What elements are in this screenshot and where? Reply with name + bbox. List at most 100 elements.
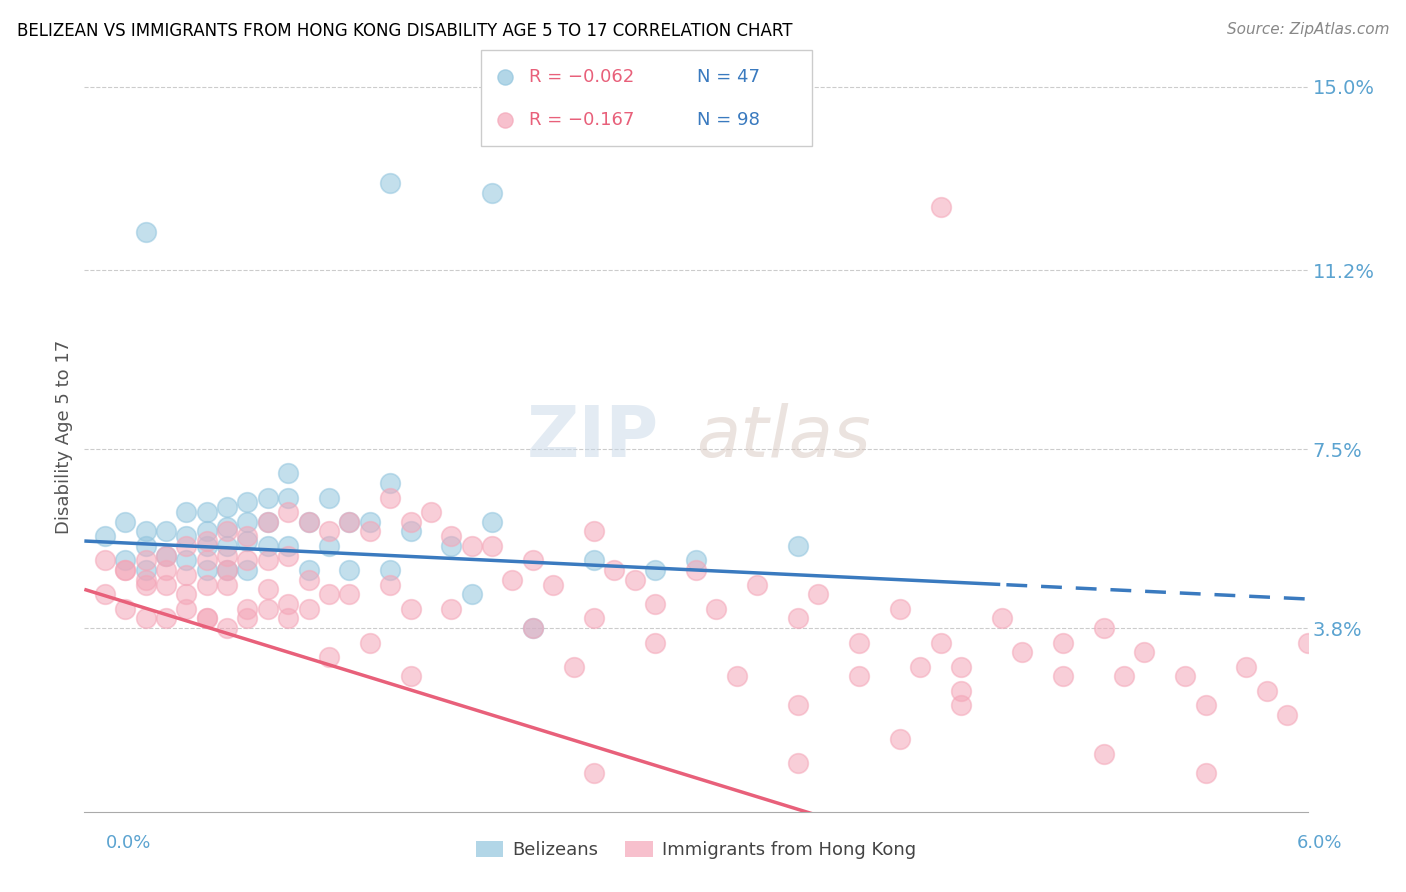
Point	[494, 112, 516, 127]
Point	[787, 611, 810, 625]
Point	[583, 553, 606, 567]
Point	[787, 756, 810, 771]
Legend: Belizeans, Immigrants from Hong Kong: Belizeans, Immigrants from Hong Kong	[470, 834, 922, 866]
Point	[1195, 698, 1218, 713]
Point	[522, 621, 544, 635]
Point	[135, 539, 157, 553]
Point	[706, 601, 728, 615]
Point	[135, 553, 157, 567]
Point	[318, 524, 340, 539]
Point	[195, 534, 218, 549]
Y-axis label: Disability Age 5 to 17: Disability Age 5 to 17	[55, 340, 73, 534]
Point	[217, 524, 239, 539]
Point	[848, 635, 870, 649]
Text: 0.0%: 0.0%	[105, 834, 150, 852]
Point	[502, 573, 524, 587]
Point	[603, 563, 626, 577]
Point	[135, 577, 157, 591]
Point	[176, 587, 198, 601]
Point	[135, 563, 157, 577]
Point	[494, 70, 516, 84]
Point	[236, 515, 259, 529]
Point	[522, 621, 544, 635]
Point	[420, 505, 443, 519]
Point	[747, 577, 769, 591]
Point	[217, 563, 239, 577]
Point	[461, 587, 484, 601]
Point	[1174, 669, 1197, 683]
Point	[176, 601, 198, 615]
Point	[114, 563, 136, 577]
Text: N = 47: N = 47	[697, 68, 761, 86]
Point	[1011, 645, 1033, 659]
Point	[1092, 621, 1115, 635]
Point	[277, 505, 299, 519]
Point	[624, 573, 647, 587]
Point	[298, 515, 321, 529]
Point	[339, 587, 361, 601]
Point	[155, 549, 177, 563]
Point	[236, 563, 259, 577]
Point	[481, 186, 503, 200]
Point	[93, 553, 117, 567]
Point	[807, 587, 830, 601]
Point	[236, 611, 259, 625]
Point	[277, 467, 299, 481]
Point	[155, 549, 177, 563]
Point	[950, 659, 973, 673]
Text: 6.0%: 6.0%	[1298, 834, 1343, 852]
Point	[583, 766, 606, 780]
Point	[359, 524, 381, 539]
Point	[787, 539, 810, 553]
Point	[195, 611, 218, 625]
Point	[93, 587, 117, 601]
Point	[277, 611, 299, 625]
Text: Source: ZipAtlas.com: Source: ZipAtlas.com	[1226, 22, 1389, 37]
Point	[298, 601, 321, 615]
Point	[910, 659, 932, 673]
Point	[644, 563, 666, 577]
Point	[1052, 635, 1074, 649]
Point	[461, 539, 484, 553]
Point	[217, 621, 239, 635]
Point	[217, 500, 239, 515]
Point	[236, 529, 259, 543]
Point	[318, 587, 340, 601]
Point	[257, 539, 280, 553]
Point	[277, 549, 299, 563]
Point	[1114, 669, 1136, 683]
Point	[787, 698, 810, 713]
Point	[1256, 684, 1278, 698]
Point	[1052, 669, 1074, 683]
Point	[217, 549, 239, 563]
Point	[217, 519, 239, 533]
Point	[339, 563, 361, 577]
Point	[236, 601, 259, 615]
Point	[848, 669, 870, 683]
Point	[195, 524, 218, 539]
Point	[1277, 708, 1299, 723]
Point	[359, 635, 381, 649]
Point	[399, 601, 422, 615]
Text: atlas: atlas	[696, 402, 870, 472]
Point	[155, 524, 177, 539]
Point	[257, 491, 280, 505]
Point	[195, 611, 218, 625]
Point	[380, 176, 402, 190]
Point	[380, 577, 402, 591]
Point	[257, 582, 280, 597]
Point	[135, 573, 157, 587]
Point	[399, 515, 422, 529]
Point	[889, 732, 911, 747]
Point	[950, 698, 973, 713]
Point	[481, 539, 503, 553]
FancyBboxPatch shape	[481, 50, 813, 146]
Point	[440, 601, 463, 615]
Point	[399, 669, 422, 683]
Point	[889, 601, 911, 615]
Point	[155, 577, 177, 591]
Point	[339, 515, 361, 529]
Point	[93, 529, 117, 543]
Point	[562, 659, 585, 673]
Text: N = 98: N = 98	[697, 111, 761, 128]
